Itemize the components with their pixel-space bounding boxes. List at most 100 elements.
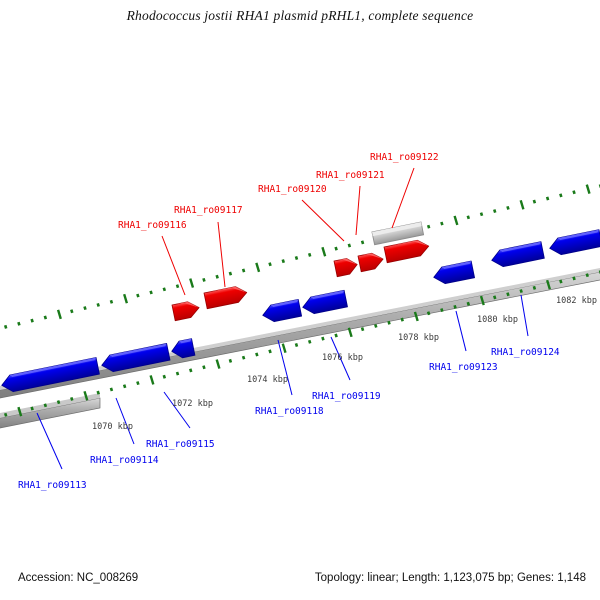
- ruler-tick: [413, 311, 419, 322]
- ruler-tick: [202, 365, 206, 370]
- ruler-tick: [189, 368, 193, 373]
- ruler-tick: [360, 240, 365, 245]
- status-bar: Accession: NC_008269 Topology: linear; L…: [0, 572, 600, 592]
- gene-feature: [549, 229, 600, 256]
- ruler-tick: [96, 390, 100, 395]
- ruler-tick-label: 1070 kbp: [92, 422, 133, 432]
- ruler-tick: [56, 309, 62, 320]
- gene-label[interactable]: RHA1_ro09123: [429, 362, 498, 373]
- ruler-tick-label: 1072 kbp: [172, 399, 213, 409]
- gene-label[interactable]: RHA1_ro09119: [312, 391, 381, 402]
- ruler-tick: [215, 359, 221, 369]
- gene-label[interactable]: RHA1_ro09122: [370, 152, 439, 163]
- ruler-tick-label: 1082 kbp: [556, 296, 597, 306]
- label-leader-line: [330, 336, 351, 381]
- ruler-tick: [426, 311, 431, 316]
- ruler-tick: [43, 315, 48, 320]
- gene-feature: [1, 357, 100, 393]
- ruler-tick: [347, 327, 353, 338]
- ruler-tick: [202, 277, 206, 282]
- ruler-tick: [321, 336, 325, 341]
- ruler-tick: [162, 287, 167, 292]
- ruler-tick: [506, 205, 510, 210]
- ruler-tick: [122, 384, 127, 389]
- ruler-tick: [493, 209, 497, 214]
- misc-feature: [371, 221, 425, 246]
- misc-features: [371, 221, 425, 246]
- ruler-tick: [387, 320, 391, 325]
- ruler-tick: [440, 221, 444, 226]
- ruler-tick: [136, 293, 140, 298]
- ruler-tick: [334, 333, 338, 338]
- label-leader-line: [161, 235, 186, 296]
- gene-feature: [262, 299, 303, 323]
- gene-label[interactable]: RHA1_ro09114: [90, 455, 159, 466]
- ruler-tick: [545, 196, 550, 201]
- ruler-tick: [281, 343, 287, 354]
- ruler-tick-label: 1078 kbp: [398, 333, 439, 343]
- ruler-tick: [30, 318, 34, 323]
- ruler-tick: [559, 279, 563, 284]
- ruler-tick: [519, 199, 525, 210]
- ruler-tick: [466, 301, 471, 306]
- gene-label[interactable]: RHA1_ro09121: [316, 170, 385, 181]
- ruler-tick: [70, 396, 74, 401]
- ruler-tick: [360, 327, 365, 332]
- ruler-line-lower: [3, 270, 600, 417]
- ruler-tick: [109, 387, 114, 392]
- gene-label[interactable]: RHA1_ro09124: [491, 347, 560, 358]
- gene-feature: [333, 258, 358, 278]
- ruler-tick: [162, 374, 167, 379]
- ruler-tick: [545, 279, 551, 290]
- ruler-tick: [440, 308, 444, 313]
- ruler-tick: [453, 304, 457, 309]
- gene-feature: [433, 260, 475, 285]
- ruler-tick: [3, 412, 8, 417]
- gene-label[interactable]: RHA1_ro09116: [118, 220, 187, 231]
- gene-feature: [302, 289, 348, 315]
- ruler-tick: [426, 224, 431, 229]
- ruler-tick: [268, 349, 272, 354]
- label-leader-lines: [36, 167, 529, 470]
- ruler-tick: [559, 193, 563, 198]
- ruler-tick: [493, 295, 497, 300]
- gene-label[interactable]: RHA1_ro09115: [146, 439, 215, 450]
- ruler-tick: [585, 273, 589, 278]
- ruler-tick: [96, 302, 100, 307]
- ruler-tick: [519, 289, 523, 294]
- ruler-tick: [149, 290, 153, 295]
- label-leader-line: [115, 397, 135, 445]
- ruler-tick: [572, 190, 576, 195]
- ruler-tick: [466, 215, 471, 220]
- ruler-tick: [43, 403, 48, 408]
- ruler-tick: [3, 324, 8, 329]
- gene-feature: [383, 239, 430, 264]
- ruler-tick: [136, 381, 140, 386]
- ruler-tick: [307, 339, 312, 344]
- ruler-tick: [255, 262, 261, 273]
- ruler-tick: [479, 212, 484, 217]
- ruler-tick: [30, 406, 34, 411]
- backbone-axis: [0, 267, 600, 399]
- gene-label[interactable]: RHA1_ro09120: [258, 184, 327, 195]
- ruler-tick: [109, 299, 114, 304]
- ruler-tick: [506, 292, 510, 297]
- ruler-tick: [255, 352, 259, 357]
- backbone-row-previous: [0, 393, 101, 429]
- ruler-tick: [321, 246, 327, 257]
- gene-label[interactable]: RHA1_ro09118: [255, 406, 324, 417]
- ruler-tick: [241, 355, 246, 360]
- ruler-tick-label: 1074 kbp: [247, 375, 288, 385]
- gene-label[interactable]: RHA1_ro09117: [174, 205, 243, 216]
- label-leader-line: [217, 221, 226, 288]
- ruler-tick: [17, 321, 21, 326]
- ruler-tick: [228, 358, 233, 363]
- ruler-tick: [123, 293, 129, 304]
- ruler-tick: [347, 243, 352, 248]
- ruler-tick: [228, 271, 233, 276]
- ruler-tick-label: 1076 kbp: [322, 353, 363, 363]
- gene-label[interactable]: RHA1_ro09113: [18, 480, 87, 491]
- label-leader-line: [301, 199, 345, 242]
